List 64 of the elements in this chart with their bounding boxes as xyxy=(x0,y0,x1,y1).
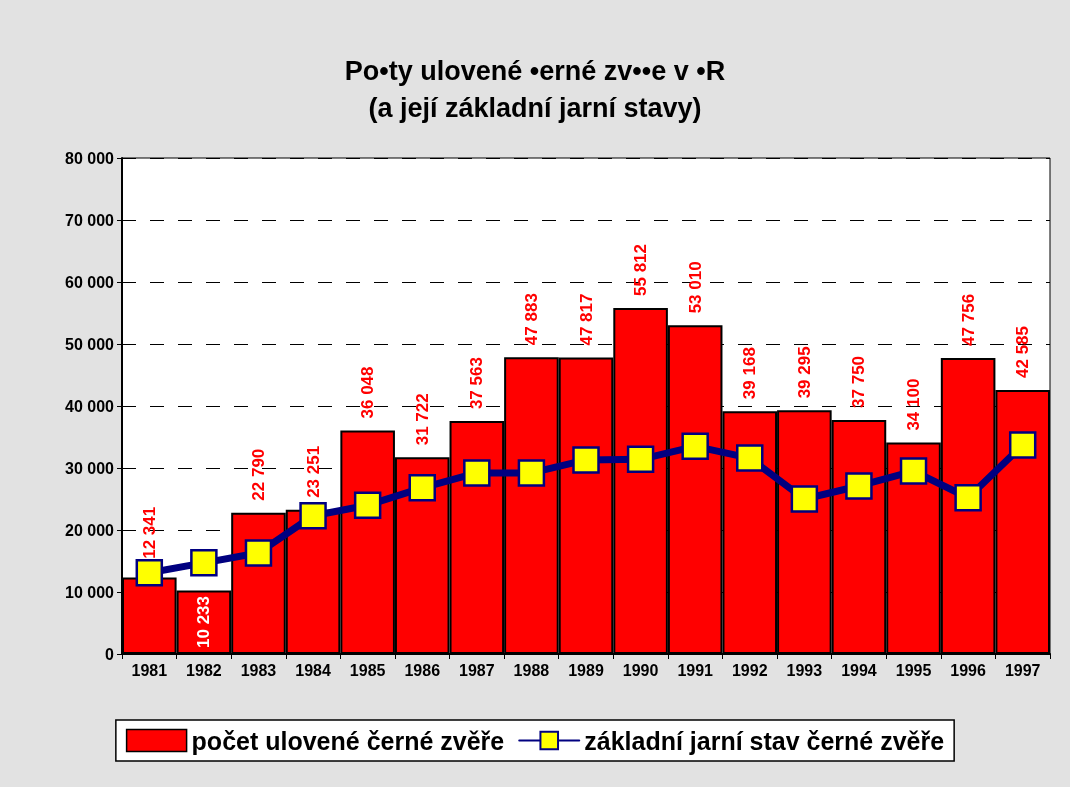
x-tick-label: 1994 xyxy=(841,661,877,679)
y-tick-label: 70 000 xyxy=(65,211,115,229)
data-label: 22 790 xyxy=(248,448,268,501)
legend-label: základní jarní stav černé zvěře xyxy=(584,726,945,755)
point xyxy=(135,559,164,587)
legend-label: počet ulovené černé zvěře xyxy=(191,726,505,755)
y-tick-label: 10 000 xyxy=(65,583,115,601)
chart-title: Po•ty ulovené •erné zv••e v •R xyxy=(344,55,726,86)
x-tick-label: 1991 xyxy=(677,661,714,679)
x-tick-label: 1984 xyxy=(295,661,331,679)
data-label: 47 883 xyxy=(521,293,541,346)
point xyxy=(299,501,327,530)
x-tick-label: 1989 xyxy=(568,661,604,679)
y-tick-label: 30 000 xyxy=(65,459,115,477)
y-tick-label: 0 xyxy=(105,645,115,663)
point xyxy=(463,459,491,487)
point xyxy=(899,457,928,485)
data-label: 42 585 xyxy=(1013,325,1033,378)
point xyxy=(845,472,873,500)
x-tick-label: 1993 xyxy=(786,661,823,679)
point xyxy=(517,459,546,487)
data-label: 47 817 xyxy=(576,293,596,346)
point xyxy=(736,444,764,472)
x-tick-label: 1985 xyxy=(349,661,386,679)
point xyxy=(190,549,218,577)
point xyxy=(353,491,382,519)
x-tick-label: 1992 xyxy=(731,661,768,679)
data-label: 34 100 xyxy=(904,378,924,431)
x-tick-label: 1990 xyxy=(622,661,659,679)
y-tick-label: 60 000 xyxy=(65,273,115,291)
point xyxy=(626,445,655,474)
x-tick-label: 1988 xyxy=(513,661,550,679)
data-label: 39 168 xyxy=(740,347,760,400)
data-label: 37 563 xyxy=(467,357,487,410)
point xyxy=(408,474,436,502)
y-tick-label: 80 000 xyxy=(65,149,115,167)
x-tick-label: 1997 xyxy=(1004,661,1041,679)
data-label: 10 233 xyxy=(194,596,214,648)
data-label: 12 341 xyxy=(139,506,159,559)
data-label: 53 010 xyxy=(685,261,705,314)
data-label: 39 295 xyxy=(794,346,814,399)
data-label: 37 750 xyxy=(849,355,869,408)
x-tick-label: 1986 xyxy=(404,661,441,679)
point xyxy=(1008,431,1037,459)
x-tick-label: 1983 xyxy=(240,661,277,679)
point xyxy=(572,446,600,474)
x-tick-label: 1987 xyxy=(459,661,495,679)
point xyxy=(790,485,819,513)
y-tick-label: 20 000 xyxy=(65,521,115,539)
data-label: 47 756 xyxy=(958,293,978,346)
y-tick-label: 40 000 xyxy=(65,397,115,415)
y-tick-label: 50 000 xyxy=(65,335,115,353)
x-tick-label: 1981 xyxy=(131,661,168,679)
data-label: 55 812 xyxy=(631,243,651,296)
point xyxy=(244,539,273,567)
point xyxy=(681,432,709,461)
data-label: 31 722 xyxy=(412,393,432,446)
x-tick-label: 1995 xyxy=(895,661,932,679)
chart-subtitle: (a její základní jarní stavy) xyxy=(368,92,702,123)
point xyxy=(954,484,982,512)
data-label: 23 251 xyxy=(303,445,323,498)
x-tick-label: 1982 xyxy=(186,661,222,679)
data-label: 36 048 xyxy=(358,366,378,419)
x-tick-label: 1996 xyxy=(950,661,987,679)
